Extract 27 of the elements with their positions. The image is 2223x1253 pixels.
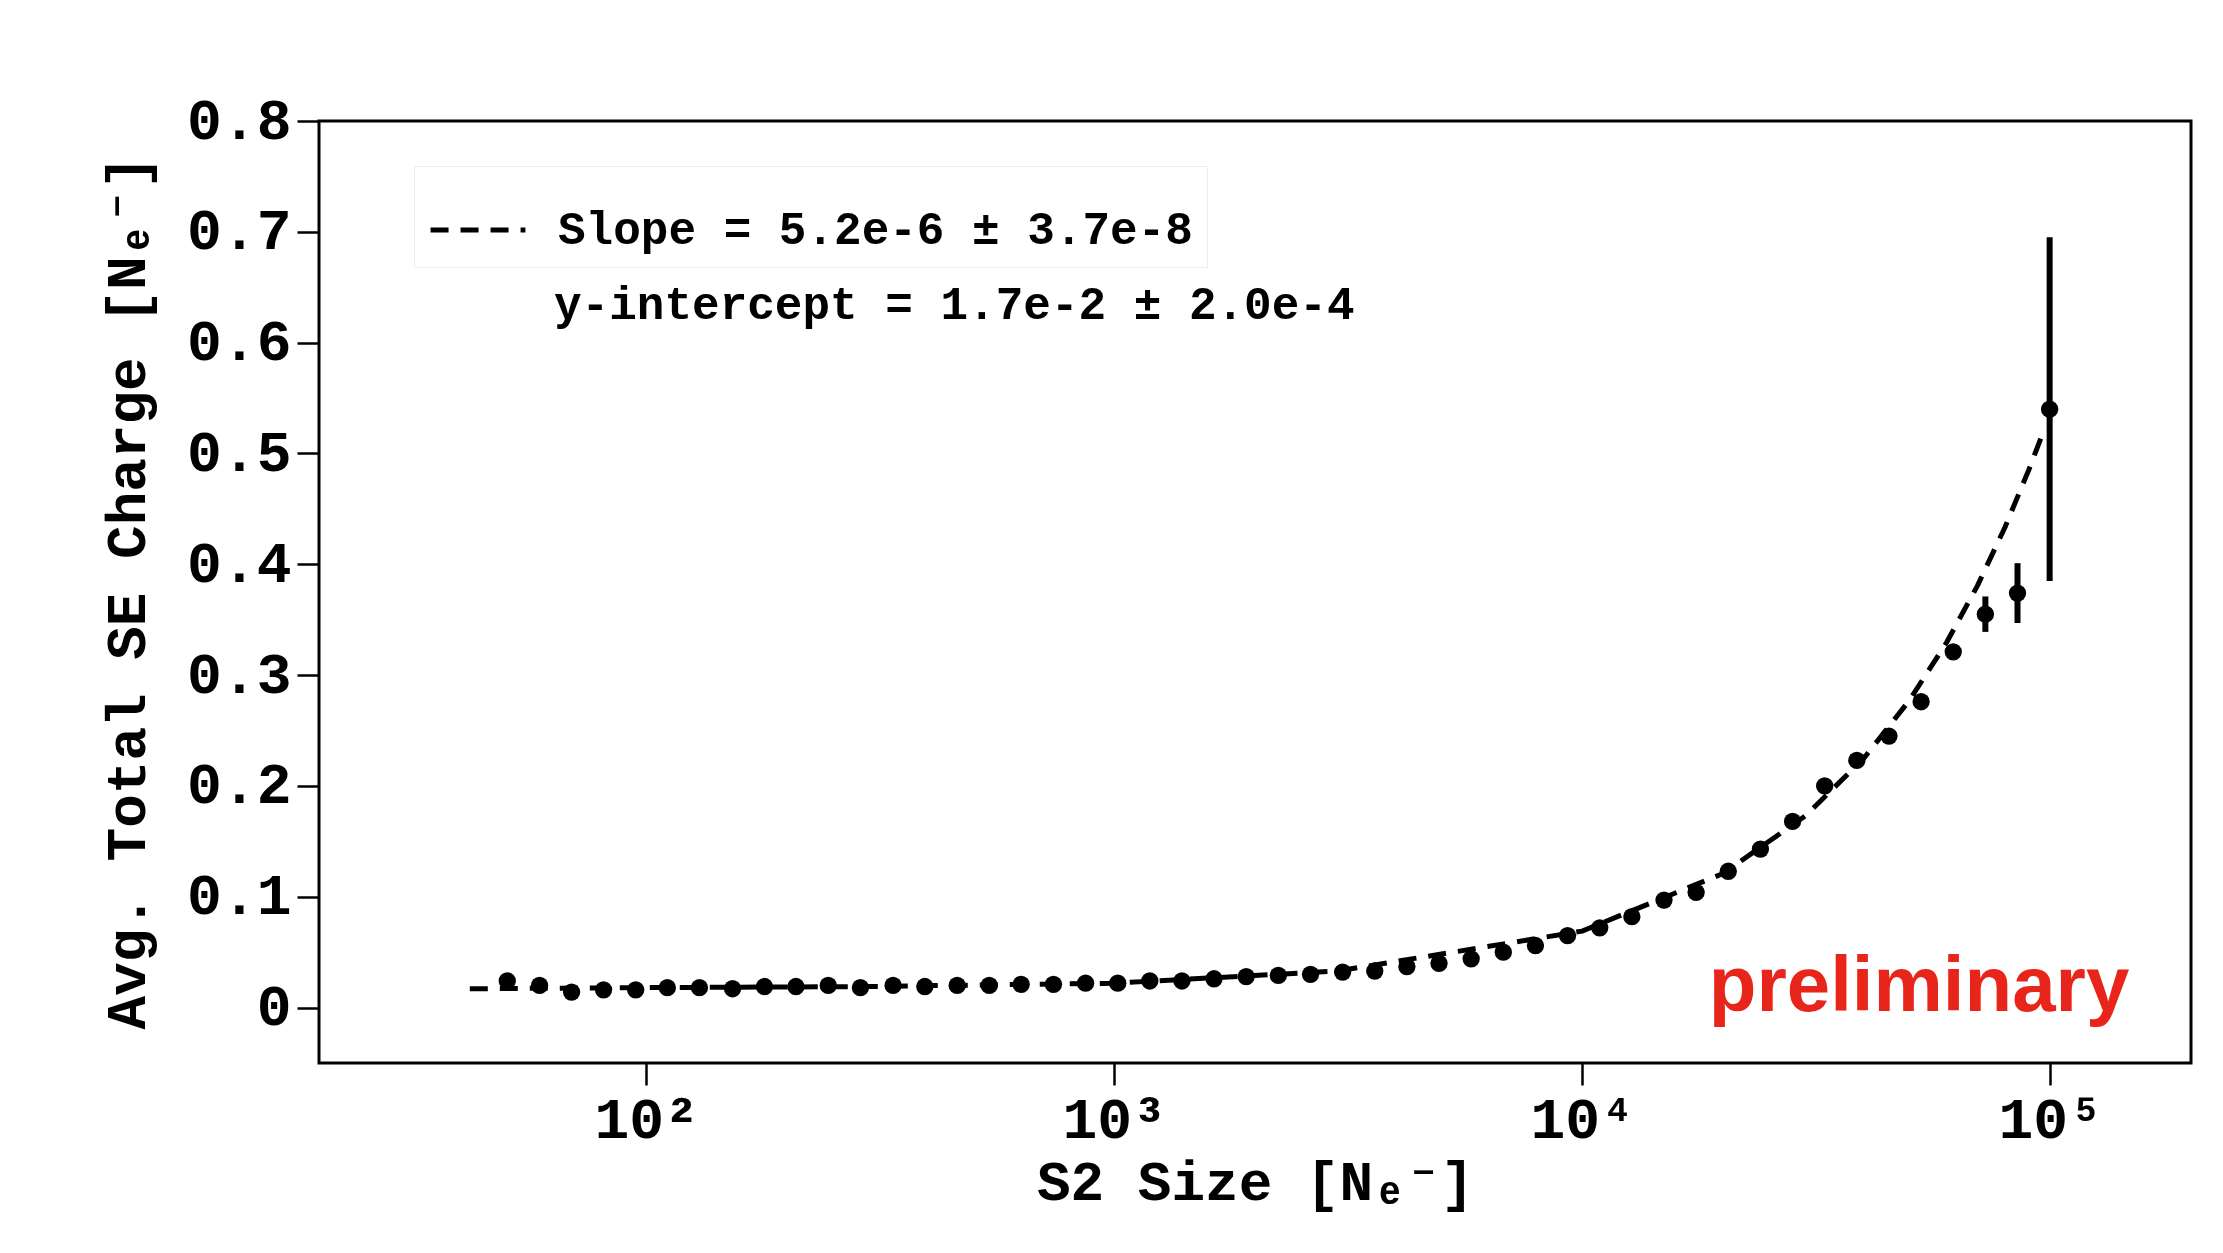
point xyxy=(1816,777,1834,795)
y-tick-label: 0.3 xyxy=(187,644,292,710)
point xyxy=(2008,584,2027,602)
y-tick-label: 0.8 xyxy=(187,90,292,156)
y-tick-label: 0.2 xyxy=(187,755,292,821)
x-tick-label: 10⁵ xyxy=(1998,1089,2103,1155)
x-axis-title: S2 Size [Nₑ⁻] xyxy=(1037,1152,1474,1217)
x-tick-label: 10⁴ xyxy=(1530,1089,1635,1155)
point xyxy=(1591,919,1609,937)
point xyxy=(1623,908,1641,926)
y-tick-label: 0.6 xyxy=(187,312,292,378)
y-axis-title: Avg. Total SE Charge [Nₑ⁻] xyxy=(98,155,163,1030)
y-tick-label: 0.5 xyxy=(187,422,292,488)
annotation: preliminary xyxy=(1708,940,2130,1028)
point xyxy=(1462,950,1480,968)
y-tick-label: 0.7 xyxy=(187,201,292,267)
annotation: y-intercept = 1.7e-2 ± 2.0e-4 xyxy=(554,281,1355,333)
y-tick-label: 0.4 xyxy=(187,533,292,599)
x-tick-label: 10³ xyxy=(1062,1089,1167,1155)
y-tick-label: 0.1 xyxy=(187,866,292,932)
legend-label: Slope = 5.2e-6 ± 3.7e-8 xyxy=(558,206,1193,258)
point xyxy=(1944,643,1962,661)
point xyxy=(2040,400,2059,418)
y-tick-label: 0 xyxy=(256,977,292,1043)
point xyxy=(1912,693,1930,711)
point xyxy=(1976,605,1995,623)
x-tick-label: 10² xyxy=(594,1089,699,1155)
